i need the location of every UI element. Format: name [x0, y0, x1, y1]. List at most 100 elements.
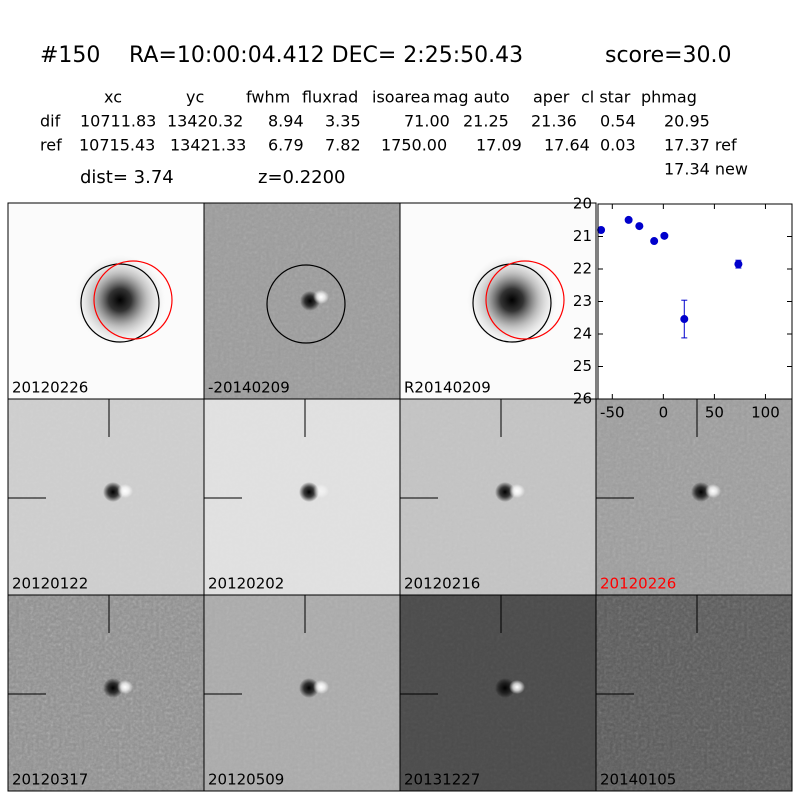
dark-blob [495, 482, 515, 502]
x-tick-label: 0 [659, 404, 669, 422]
redshift: z=0.2200 [258, 167, 346, 188]
dark-blob [103, 678, 123, 698]
y-tick-label: 22 [573, 260, 592, 278]
aperture [80, 263, 160, 343]
panel-label: 20120202 [208, 575, 284, 593]
col-header: yc [186, 88, 204, 107]
white-blob [313, 680, 329, 694]
panels: 20120226 -20140209 R20140209 20120122 201202… [7, 202, 793, 792]
new-mag: 17.34 new [664, 160, 748, 179]
panel-label: 20140105 [600, 771, 676, 789]
table-cell: 0.54 [600, 112, 636, 131]
dist: dist= 3.74 [80, 167, 174, 188]
plot-bg [598, 204, 792, 399]
white-blob [509, 680, 525, 694]
cand-id: #150 [40, 43, 100, 68]
white-blob [313, 484, 329, 498]
table-cell: 17.37 ref [664, 136, 737, 155]
table-cell: 7.82 [325, 136, 361, 155]
x-tick-label: 100 [751, 404, 780, 422]
image-panel: 20120226 [7, 202, 205, 400]
point [624, 215, 633, 224]
white-blob [117, 484, 133, 498]
dark-blob [691, 482, 711, 502]
point [650, 237, 659, 246]
point [734, 260, 743, 269]
point [635, 222, 644, 231]
point [660, 231, 669, 240]
panel-label: 20131227 [404, 771, 480, 789]
panel-label: -20140209 [208, 379, 290, 397]
panel-label: 20120317 [12, 771, 88, 789]
table-cell: 13421.33 [170, 136, 246, 155]
aperture [472, 263, 552, 343]
table-cell: ref [40, 136, 62, 155]
dark-blob [495, 678, 515, 698]
panel-label: 20120509 [208, 771, 284, 789]
table-cell: 21.36 [531, 112, 577, 131]
col-header: xc [104, 88, 122, 107]
aperture [93, 260, 173, 340]
table-cell: 8.94 [268, 112, 304, 131]
image-panel: 20120509 [203, 594, 401, 792]
image-panel: 20120216 [399, 398, 597, 596]
white-blob [509, 484, 525, 498]
panel-label: 20120226 [600, 575, 676, 593]
table-cell: 20.95 [664, 112, 710, 131]
table-cell: 3.35 [325, 112, 361, 131]
dark-blob [103, 482, 123, 502]
galaxy [75, 255, 165, 345]
aperture [266, 264, 346, 344]
x-tick-label: 50 [705, 404, 724, 422]
point [680, 315, 689, 324]
col-header: fwhm [246, 88, 290, 107]
galaxy [467, 255, 557, 345]
panel-label: 20120216 [404, 575, 480, 593]
table-cell: 17.64 [544, 136, 590, 155]
table-cell: 17.09 [476, 136, 522, 155]
x-tick-label: -50 [600, 404, 625, 422]
image-panel: 20140105 [595, 594, 793, 792]
coords: RA=10:00:04.412 DEC= 2:25:50.43 [129, 43, 523, 68]
table-cell: 0.03 [600, 136, 636, 155]
dark-blob [299, 482, 319, 502]
table-cell: 71.00 [404, 112, 450, 131]
panel-noise [596, 595, 792, 791]
point [597, 226, 606, 234]
plot-frame [597, 203, 793, 400]
y-tick-label: 21 [573, 227, 592, 245]
image-panel: -20140209 [203, 202, 401, 400]
image-panel: 20131227 [399, 594, 597, 792]
y-tick-label: 23 [573, 292, 592, 310]
y-tick-label: 24 [573, 325, 592, 343]
white-blob [705, 484, 721, 498]
y-tick-label: 25 [573, 357, 592, 375]
y-tick-label: 26 [573, 390, 592, 408]
y-tick-label: 20 [573, 195, 592, 213]
col-header: fluxrad [302, 88, 358, 107]
table-cell: 21.25 [463, 112, 509, 131]
white-blob [117, 680, 133, 694]
col-header: cl star [581, 88, 631, 107]
image-panel: R20140209 [399, 202, 597, 400]
col-header: mag auto [433, 88, 510, 107]
panel-label: 20120122 [12, 575, 88, 593]
table-cell: 6.79 [268, 136, 304, 155]
dark-blob [299, 678, 319, 698]
col-header: isoarea [372, 88, 430, 107]
table-cell: dif [40, 112, 61, 131]
image-panel: 20120317 [7, 594, 205, 792]
panel-border [595, 594, 793, 792]
col-header: aper [533, 88, 570, 107]
table-cell: 13420.32 [167, 112, 243, 131]
image-panel: 20120122 [7, 398, 205, 596]
table-cell: 10711.83 [80, 112, 156, 131]
table-cell: 1750.00 [381, 136, 447, 155]
panel-label: 20120226 [12, 379, 88, 397]
light-curve: 20 21 22 23 24 25 26 -50 0 50 100 [573, 195, 793, 422]
score: score=30.0 [605, 43, 732, 68]
image-panel: 20120202 [203, 398, 401, 596]
aperture [485, 260, 565, 340]
